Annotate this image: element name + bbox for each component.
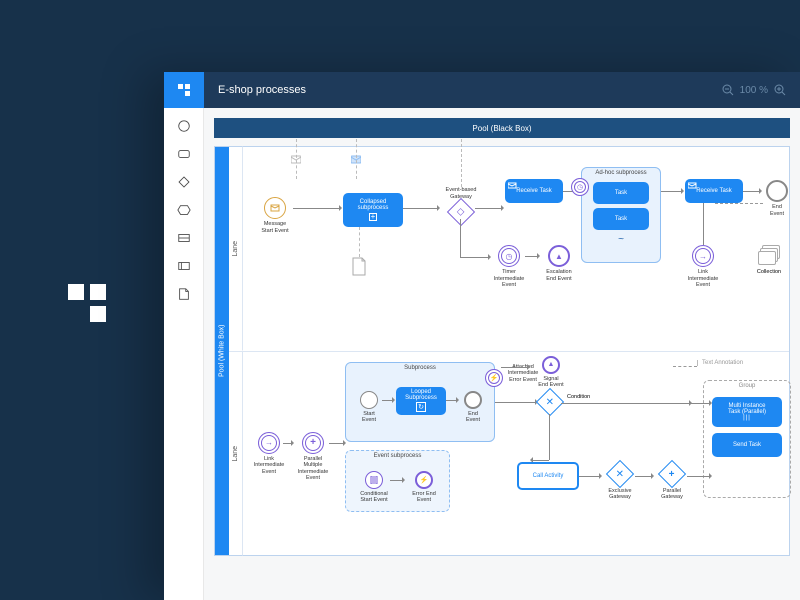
titlebar: E-shop processes 100 % bbox=[164, 72, 800, 108]
zoom-controls: 100 % bbox=[722, 84, 786, 96]
link-intermediate-out[interactable]: → LinkIntermediateEvent bbox=[683, 245, 723, 289]
tool-circle[interactable] bbox=[176, 118, 192, 134]
call-activity[interactable]: Call Activity bbox=[517, 462, 579, 490]
escalation-end-event[interactable]: ▲ EscalationEnd Event bbox=[539, 245, 579, 282]
tool-gateway[interactable] bbox=[176, 174, 192, 190]
tool-task[interactable] bbox=[176, 146, 192, 162]
zoom-in-icon[interactable] bbox=[774, 84, 786, 96]
timer-boundary-icon: ◷ bbox=[571, 178, 589, 196]
tool-pool[interactable] bbox=[176, 230, 192, 246]
condition-label: Condition bbox=[567, 394, 590, 401]
pool-white-label: Pool (White Box) bbox=[215, 147, 229, 555]
text-annotation[interactable]: Text Annotation bbox=[697, 360, 743, 366]
pool-white-box[interactable]: Pool (White Box) Lane bbox=[214, 146, 790, 556]
tool-lane[interactable] bbox=[176, 258, 192, 274]
multi-instance-task[interactable]: Multi InstanceTask (Parallel) ||| bbox=[712, 397, 782, 427]
adhoc-task-2[interactable]: Task bbox=[593, 208, 649, 230]
document-title: E-shop processes bbox=[218, 84, 722, 96]
zoom-out-icon[interactable] bbox=[722, 84, 734, 96]
sub-start-event[interactable]: StartEvent bbox=[354, 391, 384, 424]
pool-black-box[interactable]: Pool (Black Box) bbox=[214, 118, 790, 138]
lane-2-label: Lane bbox=[229, 352, 243, 556]
event-based-gateway[interactable]: Event-basedGateway ◇ bbox=[439, 187, 483, 222]
lane-1[interactable]: Lane MessageStar bbox=[229, 147, 789, 352]
zoom-level: 100 % bbox=[740, 85, 768, 96]
brand-logo[interactable] bbox=[164, 72, 204, 108]
tool-palette bbox=[164, 108, 204, 600]
condition-gateway[interactable]: ✕ bbox=[535, 392, 565, 412]
lane-2[interactable]: Lane → LinkIntermediateEvent + bbox=[229, 352, 789, 556]
error-end-event[interactable]: ⚡ Error EndEvent bbox=[404, 471, 444, 504]
collapsed-subprocess[interactable]: Collapsedsubprocess + bbox=[343, 193, 403, 227]
link-intermediate-in[interactable]: → LinkIntermediateEvent bbox=[251, 432, 287, 476]
tool-hexagon[interactable] bbox=[176, 202, 192, 218]
sub-end-event[interactable]: EndEvent bbox=[458, 391, 488, 424]
envelope-icon bbox=[688, 182, 698, 192]
parallel-gateway[interactable]: + ParallelGateway bbox=[653, 464, 691, 501]
page-logo bbox=[68, 284, 106, 322]
envelope-icon bbox=[508, 182, 518, 192]
adhoc-subprocess[interactable]: Ad-hoc subprocess Task Task ~ ◷ bbox=[581, 167, 661, 263]
group[interactable]: Group Multi InstanceTask (Parallel) ||| … bbox=[703, 380, 791, 498]
conditional-start-event[interactable]: ConditionalStart Event bbox=[354, 471, 394, 504]
subprocess[interactable]: Subprocess StartEvent LoopedSubprocess ↻ bbox=[345, 362, 495, 442]
envelope-icon bbox=[707, 384, 717, 394]
event-subprocess[interactable]: Event subprocess ConditionalStart Event … bbox=[345, 450, 450, 512]
receive-task-1[interactable]: Receive Task bbox=[505, 179, 563, 203]
looped-subprocess[interactable]: LoopedSubprocess ↻ bbox=[396, 387, 446, 415]
app-window: E-shop processes 100 % Pool (Black Box) … bbox=[164, 72, 800, 600]
canvas[interactable]: Pool (Black Box) Pool (White Box) Lane bbox=[204, 108, 800, 600]
tool-data[interactable] bbox=[176, 286, 192, 302]
data-object-icon[interactable] bbox=[351, 257, 367, 277]
signal-end-event[interactable]: ▲ SignalEnd Event bbox=[531, 356, 571, 389]
adhoc-task-1[interactable]: Task bbox=[593, 182, 649, 204]
message-start-event[interactable]: MessageStart Event bbox=[253, 197, 297, 234]
collection[interactable]: Collection bbox=[749, 245, 789, 276]
send-task[interactable]: Send Task bbox=[712, 433, 782, 457]
lane-1-label: Lane bbox=[229, 147, 243, 351]
end-event[interactable]: EndEvent bbox=[761, 180, 793, 217]
timer-intermediate-event[interactable]: ◷ TimerIntermediateEvent bbox=[489, 245, 529, 289]
exclusive-gateway[interactable]: ✕ ExclusiveGateway bbox=[601, 464, 639, 501]
receive-task-2[interactable]: Receive Task bbox=[685, 179, 743, 203]
parallel-multiple-intermediate[interactable]: + ParallelMultipleIntermediateEvent bbox=[293, 432, 333, 482]
